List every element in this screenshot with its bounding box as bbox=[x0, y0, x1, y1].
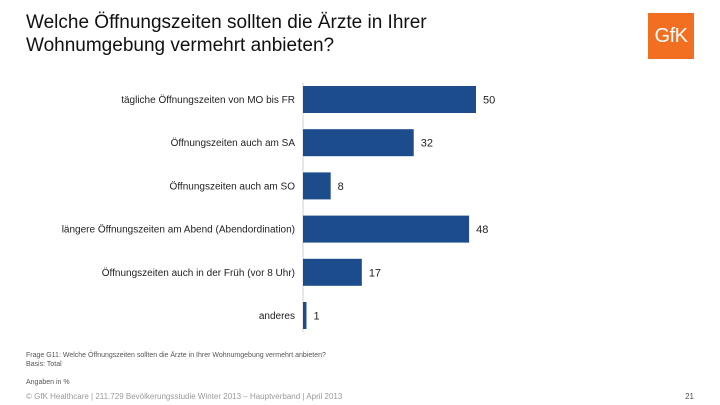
bar-3 bbox=[303, 215, 470, 243]
category-label-5: anderes bbox=[259, 311, 295, 322]
bar-0 bbox=[303, 86, 476, 113]
value-label-4: 17 bbox=[369, 267, 381, 279]
bar-5 bbox=[303, 302, 307, 329]
logo-text: GfK bbox=[654, 24, 688, 47]
footnote-unit: Angaben in % bbox=[26, 379, 70, 386]
bar-1 bbox=[303, 129, 414, 157]
value-label-3: 48 bbox=[476, 224, 488, 236]
value-label-5: 1 bbox=[313, 311, 319, 323]
page-title: Welche Öffnungszeiten sollten die Ärzte … bbox=[26, 11, 586, 57]
page-number: 21 bbox=[685, 392, 694, 401]
bar-2 bbox=[303, 172, 331, 200]
title-line-2: Wohnumgebung vermehrt anbieten? bbox=[26, 35, 335, 56]
footnote-question: Frage G11: Welche Öffnungszeiten sollten… bbox=[26, 352, 326, 359]
value-label-1: 32 bbox=[421, 138, 433, 150]
footer-source: © GfK Healthcare | 211.729 Bevölkerungss… bbox=[26, 392, 343, 401]
footnote-basis: Basis: Total bbox=[26, 361, 62, 368]
category-label-1: Öffnungszeiten auch am SA bbox=[171, 137, 296, 149]
value-label-2: 8 bbox=[338, 181, 344, 193]
category-label-2: Öffnungszeiten auch am SO bbox=[170, 180, 296, 192]
title-line-1: Welche Öffnungszeiten sollten die Ärzte … bbox=[26, 12, 427, 33]
category-label-3: längere Öffnungszeiten am Abend (Abendor… bbox=[62, 224, 295, 236]
value-label-0: 50 bbox=[483, 95, 495, 107]
category-label-0: tägliche Öffnungszeiten von MO bis FR bbox=[121, 94, 295, 106]
gfk-logo: GfK bbox=[648, 13, 694, 59]
bar-4 bbox=[303, 258, 362, 286]
category-label-4: Öffnungszeiten auch in der Früh (vor 8 U… bbox=[102, 267, 295, 279]
